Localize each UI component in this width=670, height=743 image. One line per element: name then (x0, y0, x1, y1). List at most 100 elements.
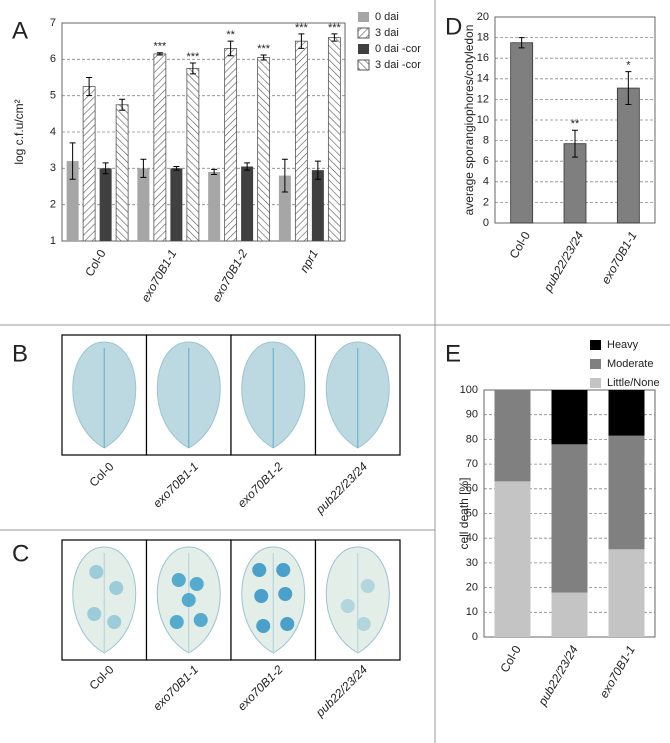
legend-label: Heavy (607, 339, 639, 351)
error-bar (298, 33, 305, 49)
x-tick-label: exo70B1-1 (138, 247, 179, 304)
y-tick-label: 20 (477, 11, 489, 23)
bar (170, 168, 183, 241)
bar-segment (551, 592, 588, 637)
y-tick-label: 80 (466, 433, 478, 445)
significance: *** (186, 51, 200, 63)
y-tick-label: 4 (50, 126, 56, 138)
error-bar (119, 98, 126, 111)
significance: * (626, 59, 631, 71)
bar (241, 166, 254, 241)
x-tick-label: npr1 (297, 247, 321, 275)
bar (327, 37, 341, 242)
y-tick-label: 4 (483, 176, 489, 188)
y-axis-label: average sporangiophores/cotyledon (462, 25, 476, 216)
y-tick-label: 6 (50, 53, 56, 65)
image-label: Col-0 (86, 459, 116, 489)
bar (616, 87, 640, 224)
bar (115, 104, 129, 242)
bar (99, 168, 112, 241)
y-tick-label: 2 (483, 196, 489, 208)
y-tick-label: 14 (477, 73, 489, 85)
stain-spot (193, 613, 208, 627)
x-tick-label: exo70B1-2 (209, 247, 250, 305)
x-tick-label: exo70B1-1 (597, 643, 638, 700)
stain-spot (169, 615, 184, 629)
image-label: exo70B1-1 (150, 459, 201, 510)
error-bar (331, 33, 338, 42)
legend-label: Moderate (607, 358, 653, 370)
bar (294, 40, 308, 242)
bar (208, 171, 221, 241)
significance: ** (571, 118, 580, 130)
legend-swatch (358, 12, 369, 22)
panel-letter: B (12, 340, 28, 367)
stain-spot (252, 563, 267, 577)
bar-segment (608, 390, 645, 436)
y-axis-label: cell death [%] (457, 477, 471, 549)
y-tick-label: 12 (477, 93, 489, 105)
error-bar (244, 162, 251, 171)
panel-letter: D (445, 13, 462, 40)
error-bar (211, 168, 218, 176)
stain-spot (360, 579, 375, 593)
y-tick-label: 100 (460, 384, 478, 396)
significance: *** (153, 41, 167, 53)
significance: *** (257, 43, 271, 55)
image-label: exo70B1-2 (235, 459, 286, 510)
stain-spot (340, 599, 355, 613)
x-tick-label: Col-0 (497, 643, 524, 675)
image-label: pub22/23/24 (312, 459, 370, 517)
bar-segment (608, 435, 645, 550)
x-tick-label: pub22/23/24 (535, 643, 581, 709)
image-label: exo70B1-2 (235, 662, 286, 713)
bar-segment (551, 390, 588, 445)
legend-swatch (590, 378, 601, 388)
image-label: pub22/23/24 (312, 662, 370, 720)
bar (224, 48, 238, 242)
bar (66, 161, 79, 241)
error-bar (173, 166, 180, 171)
error-bar (518, 37, 525, 49)
y-tick-label: 0 (472, 631, 478, 643)
bar-segment (494, 481, 531, 637)
legend-swatch (590, 359, 601, 369)
bar-segment (494, 390, 531, 482)
stain-spot (278, 587, 293, 601)
panel-letter: C (12, 540, 29, 567)
bar (510, 42, 534, 224)
stain-spot (276, 563, 291, 577)
bar (311, 170, 324, 241)
y-tick-label: 6 (483, 155, 489, 167)
significance: *** (295, 22, 309, 34)
y-tick-label: 7 (50, 17, 56, 29)
legend-label: 0 dai -cor (375, 43, 421, 55)
y-tick-label: 40 (466, 532, 478, 544)
error-bar (281, 158, 288, 193)
legend-swatch (590, 340, 601, 350)
stain-spot (181, 593, 196, 607)
y-tick-label: 30 (466, 557, 478, 569)
legend-label: 0 dai (375, 11, 399, 23)
bar-segment (608, 549, 645, 637)
y-tick-label: 60 (466, 483, 478, 495)
bar (82, 86, 96, 242)
bar-segment (551, 444, 588, 593)
panel-letter: A (12, 17, 28, 44)
significance: ** (226, 29, 235, 41)
bar (186, 68, 200, 242)
y-axis-label: log c.f.u/cm² (12, 99, 26, 164)
error-bar (314, 160, 321, 180)
legend-swatch (357, 59, 370, 71)
y-tick-label: 5 (50, 90, 56, 102)
image-label: Col-0 (86, 662, 116, 692)
y-tick-label: 3 (50, 162, 56, 174)
significance: *** (328, 22, 342, 34)
x-tick-label: Col-0 (82, 247, 109, 279)
stain-spot (356, 617, 371, 631)
error-bar (156, 52, 163, 56)
panel-letter: E (445, 340, 461, 367)
stain-spot (109, 581, 124, 595)
error-bar (189, 62, 196, 75)
